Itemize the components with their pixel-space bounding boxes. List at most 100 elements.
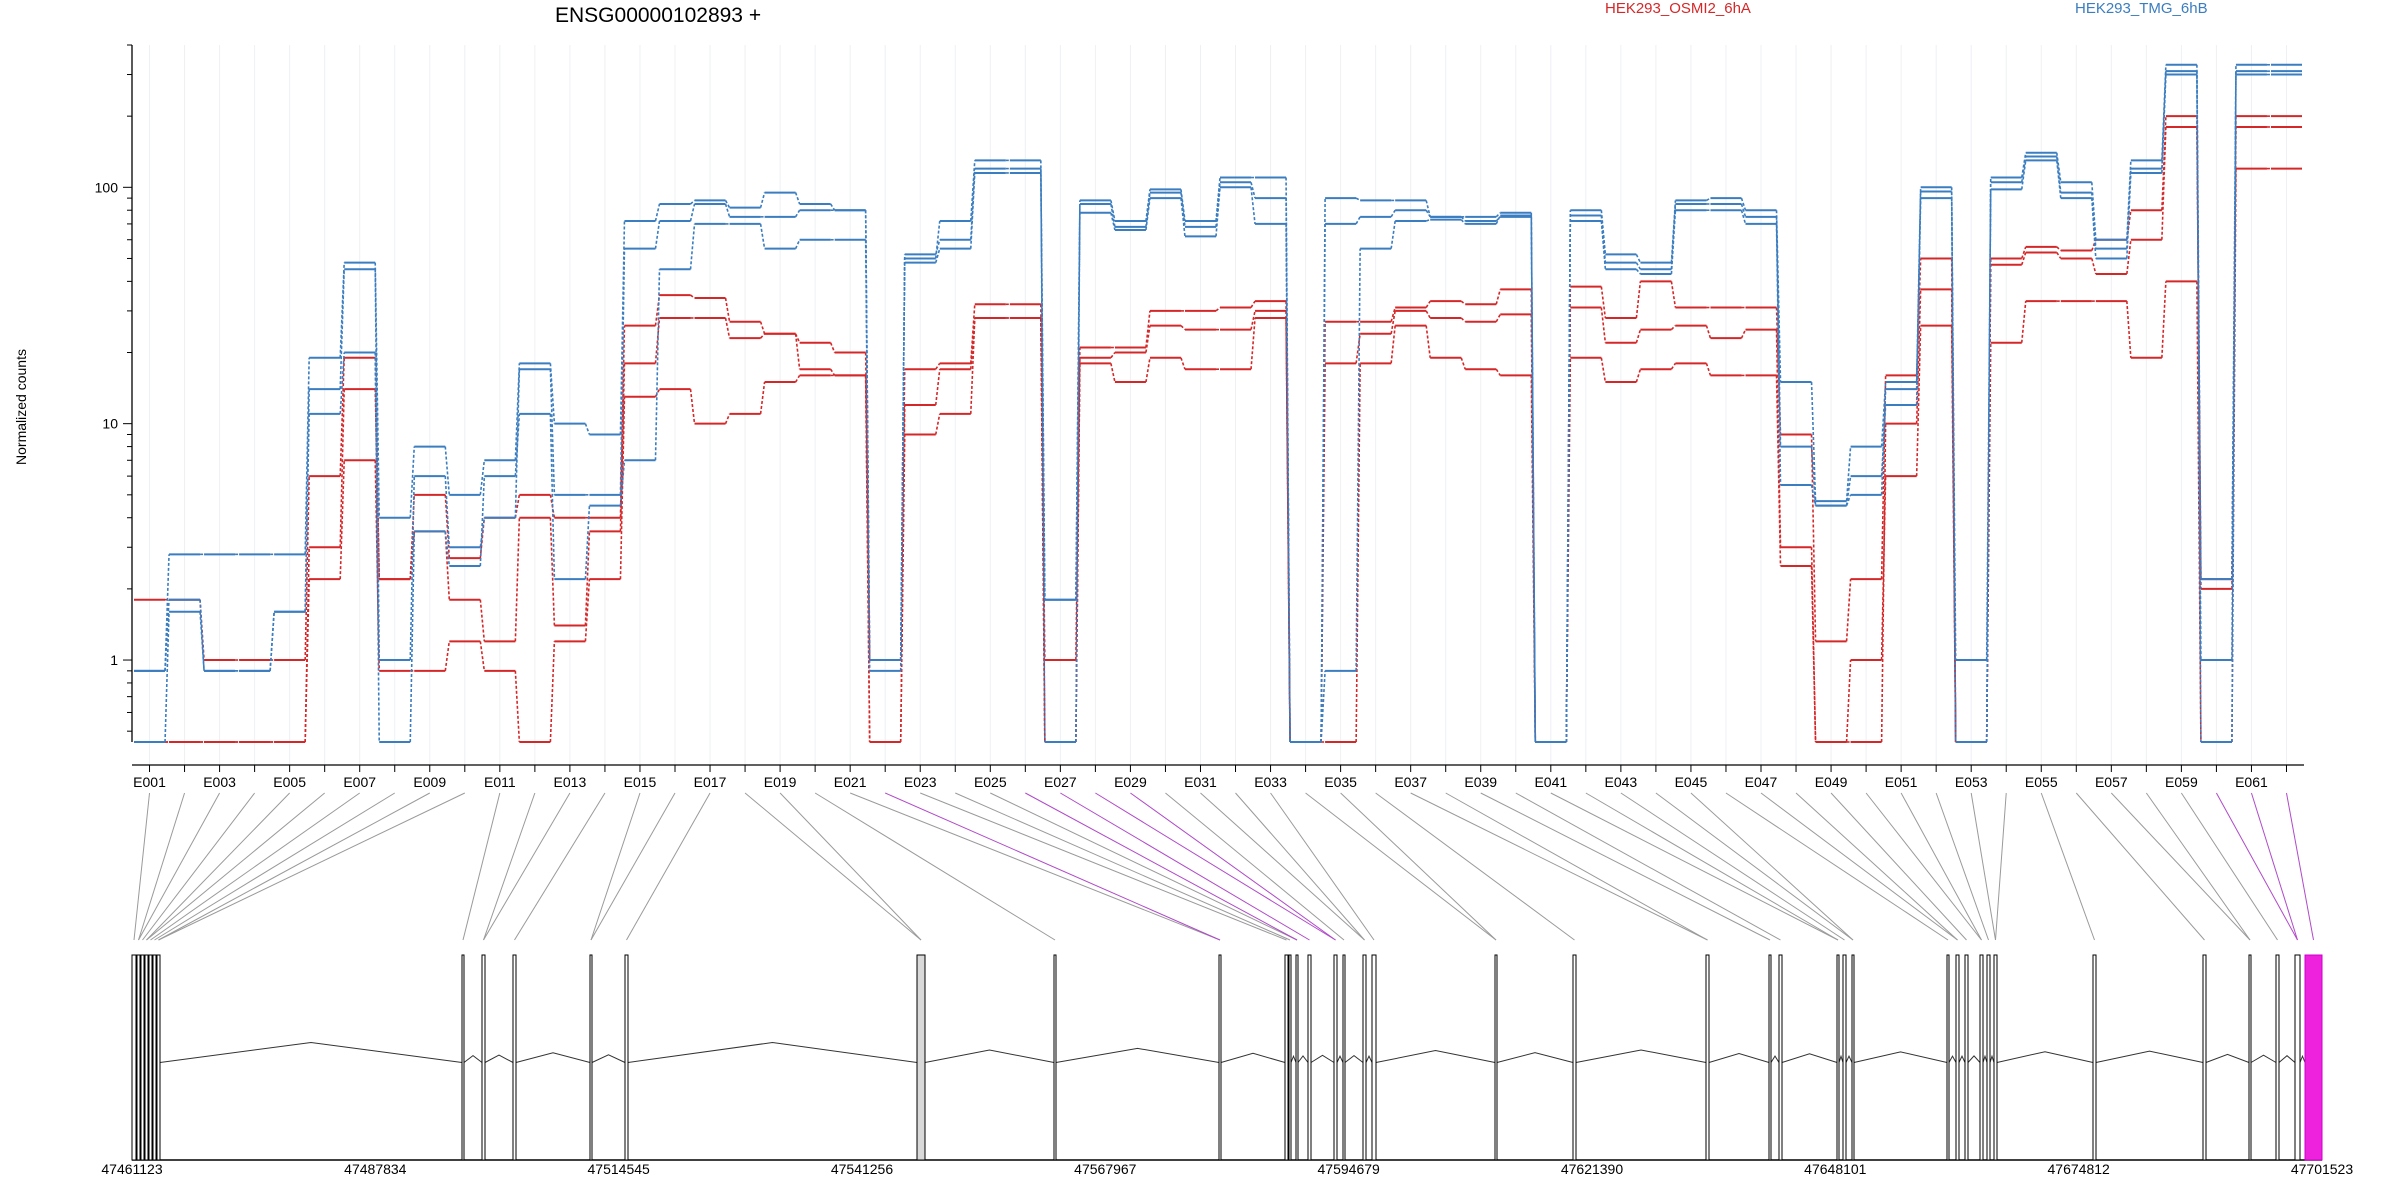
step-connector — [444, 641, 451, 671]
step-connector — [1180, 357, 1186, 370]
step-connector — [444, 476, 451, 548]
intron-line — [1375, 1050, 1496, 1063]
x-tick-label: E041 — [1534, 774, 1567, 790]
genomic-coordinate-axis: 47461123 47487834 47514545 47541256 47567967… — [101, 1161, 2353, 1177]
step-connector — [899, 434, 906, 743]
exon-connector-e001 — [133, 792, 151, 941]
exon-connector-e027 — [1060, 792, 1310, 941]
exon-connector-e057 — [2110, 792, 2251, 941]
exon-connector-e019 — [779, 792, 922, 941]
intron-line — [1336, 1055, 1344, 1063]
step-connector — [1180, 198, 1186, 237]
x-tick-label: E035 — [1324, 774, 1357, 790]
step-connector — [514, 413, 521, 477]
step-connector — [479, 460, 486, 495]
y-axis-label: Normalized counts — [13, 349, 29, 465]
exon-connector-e049 — [1830, 792, 1967, 941]
step-connector — [1635, 281, 1642, 319]
step-connector — [1845, 579, 1852, 642]
step-connector — [1250, 300, 1256, 308]
exon — [1494, 954, 1498, 1161]
exon-connector-e012 — [483, 792, 536, 941]
exon-connector-e033 — [1270, 792, 1375, 941]
exon — [2092, 954, 2097, 1161]
exon — [461, 954, 465, 1161]
step-connector — [864, 352, 871, 661]
step-connector — [1110, 352, 1116, 359]
step-connector — [1600, 220, 1607, 270]
step-connector — [654, 269, 661, 461]
exon — [1295, 954, 1299, 1161]
step-connector — [935, 362, 941, 370]
exon-connector-e023 — [920, 792, 1287, 941]
y-tick-label: 100 — [95, 179, 119, 195]
coordinate-label: 47621390 — [1561, 1161, 1624, 1177]
step-connector — [1320, 670, 1326, 743]
exon — [1342, 954, 1346, 1161]
step-connector — [1495, 212, 1501, 218]
intron-line — [1220, 1052, 1286, 1063]
intron-line — [484, 1054, 514, 1063]
step-connector — [2091, 198, 2097, 259]
step-connector — [1495, 289, 1502, 305]
x-tick-label: E047 — [1745, 774, 1778, 790]
step-connector — [1495, 215, 1501, 225]
x-tick-label: E039 — [1464, 774, 1497, 790]
intron-line — [1996, 1051, 2094, 1063]
step-connector — [1145, 325, 1151, 353]
intron-line — [1845, 1055, 1853, 1063]
intron-line — [1055, 1047, 1220, 1063]
exon-connector-e003 — [138, 792, 221, 941]
exon-connector-e030 — [1165, 792, 1345, 941]
exon-connector-e046 — [1725, 792, 1949, 941]
step-connector — [1845, 659, 1852, 743]
exon — [1964, 954, 1969, 1161]
exon — [140, 954, 145, 1161]
gene-model-track — [131, 954, 2323, 1161]
step-connector — [1915, 289, 1922, 424]
intron-line — [1496, 1052, 1574, 1063]
exon-connector-e051 — [1900, 792, 1982, 941]
exon-connector-e017 — [626, 792, 711, 941]
step-connector — [724, 413, 731, 424]
step-connector — [1355, 248, 1361, 671]
step-connector — [1495, 313, 1501, 323]
x-tick-label: E001 — [133, 774, 166, 790]
intron-line — [1967, 1055, 1981, 1063]
exon-connector-e008 — [154, 792, 396, 941]
step-connector — [1775, 210, 1782, 383]
step-connector — [444, 531, 451, 567]
step-connector — [2020, 252, 2027, 266]
exon-connector-e041 — [1550, 792, 1839, 941]
step-connector — [1215, 187, 1221, 237]
x-tick-label: E033 — [1254, 774, 1287, 790]
exon-connector-e022 — [884, 792, 1221, 941]
step-connector — [1985, 182, 1992, 743]
intron-line — [2095, 1050, 2204, 1063]
step-connector — [2126, 301, 2132, 358]
x-tick-label: E061 — [2235, 774, 2268, 790]
exon-connector-e038 — [1445, 792, 1708, 941]
step-connector — [1110, 203, 1116, 228]
step-connector — [1145, 357, 1151, 383]
exon — [589, 954, 593, 1161]
step-connector — [1810, 547, 1817, 743]
exon-connector-e053 — [1970, 792, 1996, 941]
step-connector — [1355, 216, 1361, 225]
step-connector — [1425, 218, 1431, 222]
exon-connector-e009 — [158, 792, 431, 941]
step-connector — [1250, 310, 1256, 330]
intron-line — [2299, 1054, 2306, 1063]
exon — [1993, 954, 1998, 1161]
x-axis: E001 E003 E005 E007 E009 E011 E013 E015 E017 E019… — [132, 764, 2304, 790]
step-connector — [479, 599, 486, 642]
exon-connector-e004 — [142, 792, 256, 941]
step-connector — [864, 239, 871, 671]
step-connector — [1880, 389, 1887, 495]
step-connector — [2126, 239, 2132, 275]
exon-connector-e002 — [138, 792, 186, 941]
exon-connector-e045 — [1690, 792, 1854, 941]
step-connector — [549, 369, 556, 495]
step-connector — [514, 670, 521, 743]
